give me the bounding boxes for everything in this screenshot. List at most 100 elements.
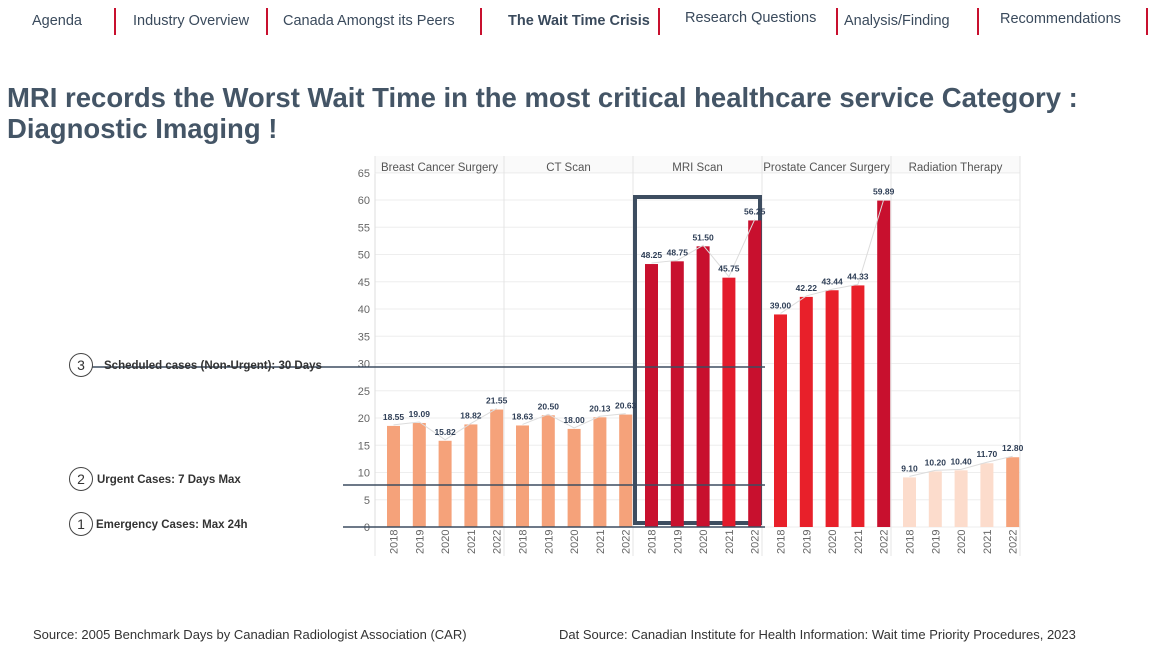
panel-header-band bbox=[375, 156, 1020, 174]
bar bbox=[903, 477, 916, 527]
nav-separator bbox=[658, 8, 660, 35]
y-tick-label: 10 bbox=[358, 468, 370, 480]
x-tick-label: 2019 bbox=[801, 530, 813, 554]
data-label: 20.63 bbox=[615, 401, 637, 411]
panel-title: Breast Cancer Surgery bbox=[381, 162, 498, 174]
data-label: 39.00 bbox=[770, 300, 792, 310]
nav-item-research-questions[interactable]: Research Questions bbox=[685, 10, 817, 26]
data-label: 18.63 bbox=[512, 411, 534, 421]
bar bbox=[696, 246, 710, 527]
bar bbox=[954, 470, 968, 527]
data-label: 9.10 bbox=[901, 463, 918, 473]
nav-item-wait-time-crisis[interactable]: The Wait Time Crisis bbox=[508, 13, 650, 29]
x-tick-label: 2022 bbox=[879, 530, 891, 554]
bar bbox=[799, 296, 813, 527]
nav-separator bbox=[836, 8, 838, 35]
y-tick-label: 50 bbox=[358, 250, 370, 262]
x-tick-label: 2019 bbox=[414, 530, 426, 554]
data-label: 12.80 bbox=[1002, 443, 1024, 453]
benchmark-label: Urgent Cases: 7 Days Max bbox=[97, 474, 241, 486]
nav-item-industry-overview[interactable]: Industry Overview bbox=[133, 13, 250, 29]
bar bbox=[438, 440, 452, 527]
data-label: 18.82 bbox=[460, 410, 482, 420]
nav-item-analysis-finding[interactable]: Analysis/Finding bbox=[844, 13, 950, 29]
bar bbox=[851, 285, 865, 527]
page-title: MRI records the Worst Wait Time in the m… bbox=[7, 82, 1157, 144]
x-tick-label: 2020 bbox=[956, 530, 968, 554]
x-tick-label: 2021 bbox=[982, 530, 994, 554]
nav-separator bbox=[1146, 8, 1148, 35]
bar bbox=[748, 220, 762, 527]
footer-source-right: Dat Source: Canadian Institute for Healt… bbox=[559, 627, 1076, 642]
bar bbox=[980, 463, 994, 527]
bar bbox=[877, 200, 891, 528]
data-label: 20.13 bbox=[589, 403, 611, 413]
y-tick-label: 35 bbox=[358, 331, 370, 343]
data-label: 10.20 bbox=[925, 457, 947, 467]
y-tick-label: 60 bbox=[358, 195, 370, 207]
x-tick-label: 2022 bbox=[750, 530, 762, 554]
panel-title: Prostate Cancer Surgery bbox=[763, 162, 890, 174]
x-tick-label: 2019 bbox=[930, 530, 942, 554]
panel-title: CT Scan bbox=[546, 162, 591, 174]
data-label: 18.00 bbox=[563, 415, 585, 425]
y-tick-label: 45 bbox=[358, 277, 370, 289]
y-tick-label: 40 bbox=[358, 304, 370, 316]
x-tick-label: 2020 bbox=[569, 530, 581, 554]
footer-source-left: Source: 2005 Benchmark Days by Canadian … bbox=[33, 627, 467, 642]
bar bbox=[774, 314, 787, 527]
bar bbox=[670, 261, 684, 527]
bar bbox=[722, 277, 736, 527]
x-tick-label: 2021 bbox=[724, 530, 736, 554]
bar bbox=[387, 425, 400, 527]
x-tick-label: 2019 bbox=[543, 530, 555, 554]
y-tick-label: 20 bbox=[358, 413, 370, 425]
bar bbox=[490, 409, 504, 527]
trend-line bbox=[393, 408, 497, 441]
benchmark-circle bbox=[69, 512, 93, 536]
nav-separator bbox=[114, 8, 116, 35]
nav-separator bbox=[977, 8, 979, 35]
data-label: 45.75 bbox=[718, 264, 740, 274]
trend-line bbox=[780, 199, 885, 314]
x-tick-label: 2020 bbox=[827, 530, 839, 554]
bar bbox=[645, 264, 658, 527]
y-tick-label: 25 bbox=[358, 386, 370, 398]
trend-line bbox=[522, 413, 626, 429]
data-label: 48.75 bbox=[667, 247, 689, 257]
y-tick-label: 55 bbox=[358, 222, 370, 234]
nav-item-recommendations[interactable]: Recommendations bbox=[1000, 11, 1121, 27]
data-label: 21.55 bbox=[486, 396, 508, 406]
bar bbox=[825, 290, 839, 527]
data-label: 43.44 bbox=[821, 276, 843, 286]
x-tick-label: 2019 bbox=[672, 530, 684, 554]
y-tick-label: 0 bbox=[364, 522, 370, 534]
page-title-line1: MRI records the Worst Wait Time in the m… bbox=[7, 82, 1078, 113]
bar bbox=[464, 424, 478, 527]
data-label: 20.50 bbox=[538, 401, 560, 411]
data-label: 51.50 bbox=[692, 232, 714, 242]
x-tick-label: 2018 bbox=[518, 530, 530, 554]
data-label: 18.55 bbox=[383, 412, 405, 422]
benchmark-circle bbox=[69, 353, 93, 377]
x-tick-label: 2021 bbox=[853, 530, 865, 554]
data-label: 10.40 bbox=[950, 456, 972, 466]
nav-item-agenda[interactable]: Agenda bbox=[32, 13, 82, 29]
bar bbox=[928, 471, 942, 527]
panel-title: MRI Scan bbox=[672, 162, 723, 174]
page-title-line2: Diagnostic Imaging ! bbox=[7, 113, 278, 144]
benchmark-number: 3 bbox=[77, 357, 85, 373]
x-tick-label: 2022 bbox=[492, 530, 504, 554]
benchmark-number: 2 bbox=[77, 471, 85, 487]
nav-separator bbox=[480, 8, 482, 35]
x-tick-label: 2018 bbox=[389, 530, 401, 554]
bar bbox=[516, 425, 529, 527]
bar bbox=[1006, 457, 1020, 527]
x-tick-label: 2018 bbox=[776, 530, 788, 554]
benchmark-label: Scheduled cases (Non-Urgent): 30 Days bbox=[104, 360, 322, 372]
benchmark-label: Emergency Cases: Max 24h bbox=[96, 519, 248, 531]
nav-item-canada-amongst-peers[interactable]: Canada Amongst its Peers bbox=[283, 13, 455, 29]
x-tick-label: 2022 bbox=[1008, 530, 1020, 554]
data-label: 56.25 bbox=[744, 206, 766, 216]
x-tick-label: 2018 bbox=[647, 530, 659, 554]
